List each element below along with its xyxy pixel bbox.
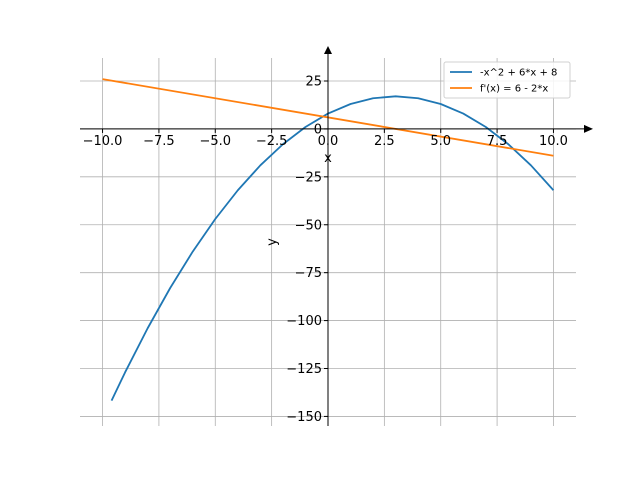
x-tick-label: 10.0 [539,134,568,149]
y-tick-label: −50 [295,218,322,233]
tick-labels: −10.0 −7.5 −5.0 −2.5 0.0 2.5 5.0 7.5 10.0 25 0 −25 −… [83,75,568,425]
y-axis-label: y [265,238,280,246]
y-tick-label: −25 [295,170,322,185]
y-tick-label: 25 [305,75,322,90]
x-tick-label: 2.5 [374,134,395,149]
x-tick-label: 7.5 [487,134,508,149]
y-tick-label: 0 [314,122,322,137]
x-tick-label: 0.0 [318,134,339,149]
y-tick-label: −100 [286,314,322,329]
y-tick-label: −125 [286,362,322,377]
legend-label: f'(x) = 6 - 2*x [480,84,548,95]
legend-label: -x^2 + 6*x + 8 [480,68,557,79]
x-tick-label: −7.5 [143,134,175,149]
x-tick-label: −2.5 [256,134,288,149]
x-axis-label: x [324,151,332,166]
y-axis-arrow [324,46,332,54]
x-tick-label: −5.0 [199,134,231,149]
legend-box [443,61,571,99]
x-axis-arrow [584,124,593,133]
legend: -x^2 + 6*x + 8 f'(x) = 6 - 2*x [443,61,571,99]
x-tick-label: 5.0 [430,134,451,149]
y-tick-label: −75 [295,266,322,281]
y-tick-label: −150 [286,410,322,425]
axes [80,46,593,426]
x-tick-label: −10.0 [83,134,123,149]
